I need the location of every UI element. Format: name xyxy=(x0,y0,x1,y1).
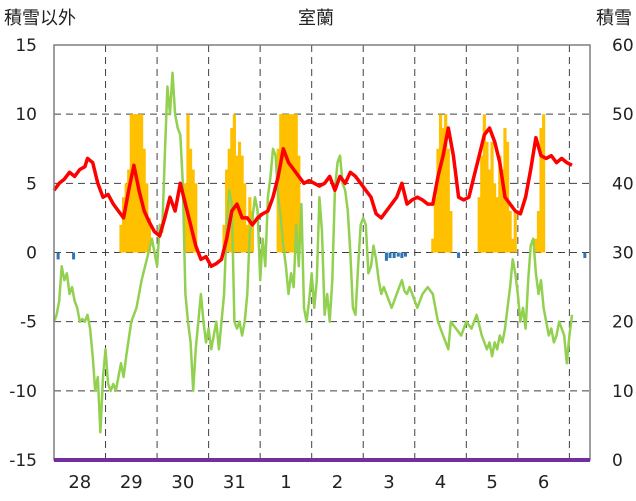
blue-bar xyxy=(403,252,407,257)
snow-bar xyxy=(482,114,486,253)
snow-bar xyxy=(232,114,236,253)
snow-bar xyxy=(191,169,195,253)
left-tick-label: -5 xyxy=(20,313,37,333)
x-tick-label: 4 xyxy=(435,472,446,493)
snow-bar xyxy=(237,141,242,253)
snow-bar xyxy=(449,211,453,253)
blue-bar xyxy=(457,252,461,259)
snow-bar xyxy=(433,197,437,253)
snow-bar xyxy=(119,224,123,253)
snow-bar xyxy=(230,128,234,253)
snow-bar xyxy=(446,148,450,253)
right-axis-ticks: 60 50 40 30 20 10 0 xyxy=(612,36,634,471)
x-tick-label: 5 xyxy=(486,472,497,493)
snow-bar xyxy=(511,238,515,253)
right-axis-label: 積雪 xyxy=(596,8,632,29)
right-tick-label: 40 xyxy=(612,174,634,194)
chart-title: 室蘭 xyxy=(298,8,334,29)
snow-bar xyxy=(188,148,193,253)
blue-bar xyxy=(400,252,404,259)
left-axis-label: 積雪以外 xyxy=(4,8,76,29)
left-tick-label: 10 xyxy=(15,105,37,125)
green-series-line xyxy=(52,71,574,434)
snow-bar xyxy=(183,183,188,253)
snow-bar xyxy=(286,114,291,253)
left-tick-label: 0 xyxy=(26,244,37,264)
snow-bar xyxy=(140,114,144,253)
snow-bar xyxy=(444,114,448,253)
snow-bar xyxy=(240,155,244,253)
snow-bar xyxy=(281,114,285,253)
right-tick-label: 50 xyxy=(612,105,634,125)
snow-bar xyxy=(436,148,440,253)
x-tick-label: 28 xyxy=(68,472,91,493)
right-tick-label: 20 xyxy=(612,313,634,333)
snow-bar xyxy=(438,114,443,253)
snow-bar xyxy=(121,197,126,253)
right-tick-label: 60 xyxy=(612,36,634,56)
snow-bar xyxy=(292,114,296,253)
x-axis-ticks: 28 29 30 31 1 2 3 4 5 6 xyxy=(68,472,549,493)
snow-bar xyxy=(250,211,255,253)
snow-bar xyxy=(297,155,301,253)
snow-bar xyxy=(142,148,146,253)
left-tick-label: -10 xyxy=(9,382,37,402)
blue-bar xyxy=(583,252,587,259)
snow-bar xyxy=(480,155,484,253)
snow-bar xyxy=(222,224,226,253)
snow-bar xyxy=(127,169,131,253)
snow-bar xyxy=(194,183,198,253)
snow-bar xyxy=(132,114,136,253)
blue-bar xyxy=(56,252,60,260)
snow-bar xyxy=(542,114,546,253)
x-tick-label: 31 xyxy=(223,472,246,493)
snow-bar xyxy=(490,141,494,253)
snow-bar xyxy=(539,128,543,253)
snow-bar xyxy=(289,114,293,253)
x-tick-label: 2 xyxy=(332,472,343,493)
snow-bar xyxy=(493,183,497,253)
right-tick-label: 30 xyxy=(612,244,634,264)
blue-bar xyxy=(72,252,76,260)
snow-bar xyxy=(505,141,510,253)
blue-bar xyxy=(384,252,388,261)
series-lines xyxy=(52,71,574,434)
x-tick-label: 29 xyxy=(120,472,143,493)
blue-bars xyxy=(56,252,587,261)
red-series-line xyxy=(52,126,573,269)
x-tick-label: 1 xyxy=(280,472,291,493)
snow-bar xyxy=(441,128,445,253)
snow-bar xyxy=(284,114,288,253)
left-tick-label: 5 xyxy=(26,174,37,194)
blue-bar xyxy=(396,252,400,257)
snow-bar xyxy=(186,114,190,253)
snow-bar xyxy=(536,211,541,253)
snow-bar xyxy=(513,211,517,253)
snow-bar xyxy=(294,114,298,253)
x-tick-label: 30 xyxy=(171,472,194,493)
snow-bar xyxy=(498,155,502,253)
snow-bar xyxy=(279,114,283,253)
left-tick-label: -15 xyxy=(9,451,37,471)
snow-bar xyxy=(147,217,151,253)
right-tick-label: 10 xyxy=(612,382,634,402)
right-tick-label: 0 xyxy=(612,451,623,471)
snow-bar xyxy=(508,211,512,253)
x-tick-label: 6 xyxy=(538,472,549,493)
snow-bar xyxy=(485,141,489,253)
blue-bar xyxy=(392,252,396,259)
snow-bar xyxy=(495,197,499,253)
snow-bar xyxy=(500,169,504,253)
blue-bar xyxy=(388,252,392,259)
left-tick-label: 15 xyxy=(15,36,37,56)
snow-bar xyxy=(477,197,481,253)
snow-bar xyxy=(534,238,538,253)
snow-bar xyxy=(124,183,128,253)
snow-bar xyxy=(245,224,249,253)
snow-bar xyxy=(487,169,492,253)
x-tick-label: 3 xyxy=(383,472,394,493)
left-axis-ticks: 15 10 5 0 -5 -10 -15 xyxy=(9,36,37,471)
snow-bar xyxy=(431,238,435,253)
